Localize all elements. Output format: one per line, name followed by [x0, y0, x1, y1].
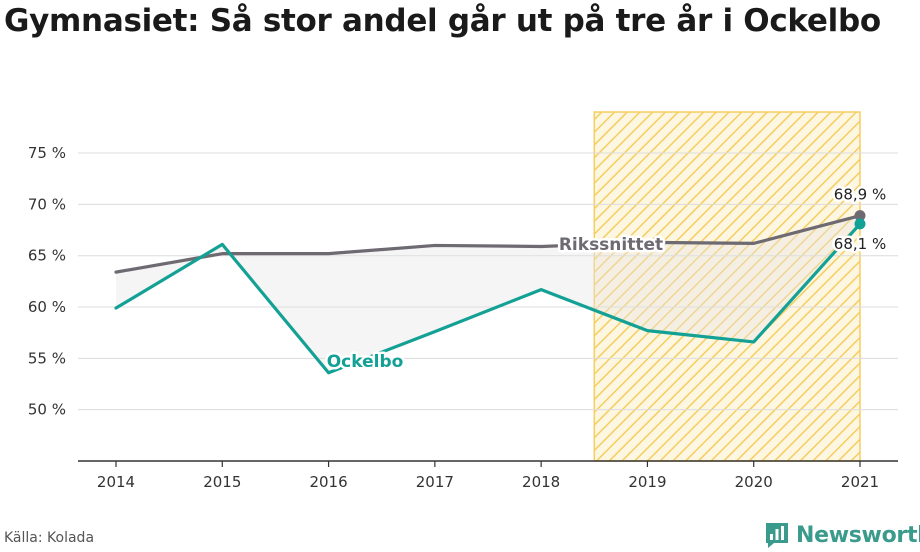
series-label-rikssnittet-halo: Rikssnittet: [559, 235, 663, 255]
x-tick-label: 2016: [309, 473, 347, 491]
endpoint-rikssnittet: [854, 210, 866, 222]
end-label-rikssnittet-halo: 68,9 %: [834, 186, 886, 204]
newsworthy-logo-icon: [766, 523, 788, 548]
y-tick-label: 65 %: [28, 247, 66, 265]
y-tick-label: 75 %: [28, 144, 66, 162]
endpoint-ockelbo: [854, 218, 866, 230]
y-tick-label: 55 %: [28, 349, 66, 367]
x-tick-label: 2015: [203, 473, 241, 491]
x-tick-label: 2017: [416, 473, 454, 491]
end-label-ockelbo-halo: 68,1 %: [834, 235, 886, 253]
x-tick-label: 2021: [841, 473, 879, 491]
series-label-ockelbo-halo: Ockelbo: [327, 352, 404, 372]
end-label-rikssnittet: 68,9 %: [834, 186, 886, 204]
series-label-rikssnittet: Rikssnittet: [559, 235, 663, 255]
x-tick-label: 2014: [97, 473, 135, 491]
newsworthy-brand: Newsworthy: [764, 518, 920, 552]
end-label-ockelbo: 68,1 %: [834, 235, 886, 253]
y-tick-label: 60 %: [28, 298, 66, 316]
highlight-band: [593, 111, 861, 462]
brand-name: Newsworthy: [796, 522, 920, 548]
line-ockelbo: [114, 222, 862, 375]
x-tick-label: 2018: [522, 473, 560, 491]
line-rikssnittet: [114, 214, 862, 274]
y-tick-label: 70 %: [28, 195, 66, 213]
x-tick-label: 2020: [735, 473, 773, 491]
x-tick-label: 2019: [628, 473, 666, 491]
chart-title: Gymnasiet: Så stor andel går ut på tre å…: [4, 3, 881, 39]
series-label-ockelbo: Ockelbo: [327, 352, 404, 372]
source-note: Källa: Kolada: [4, 530, 95, 546]
y-tick-label: 50 %: [28, 401, 66, 419]
